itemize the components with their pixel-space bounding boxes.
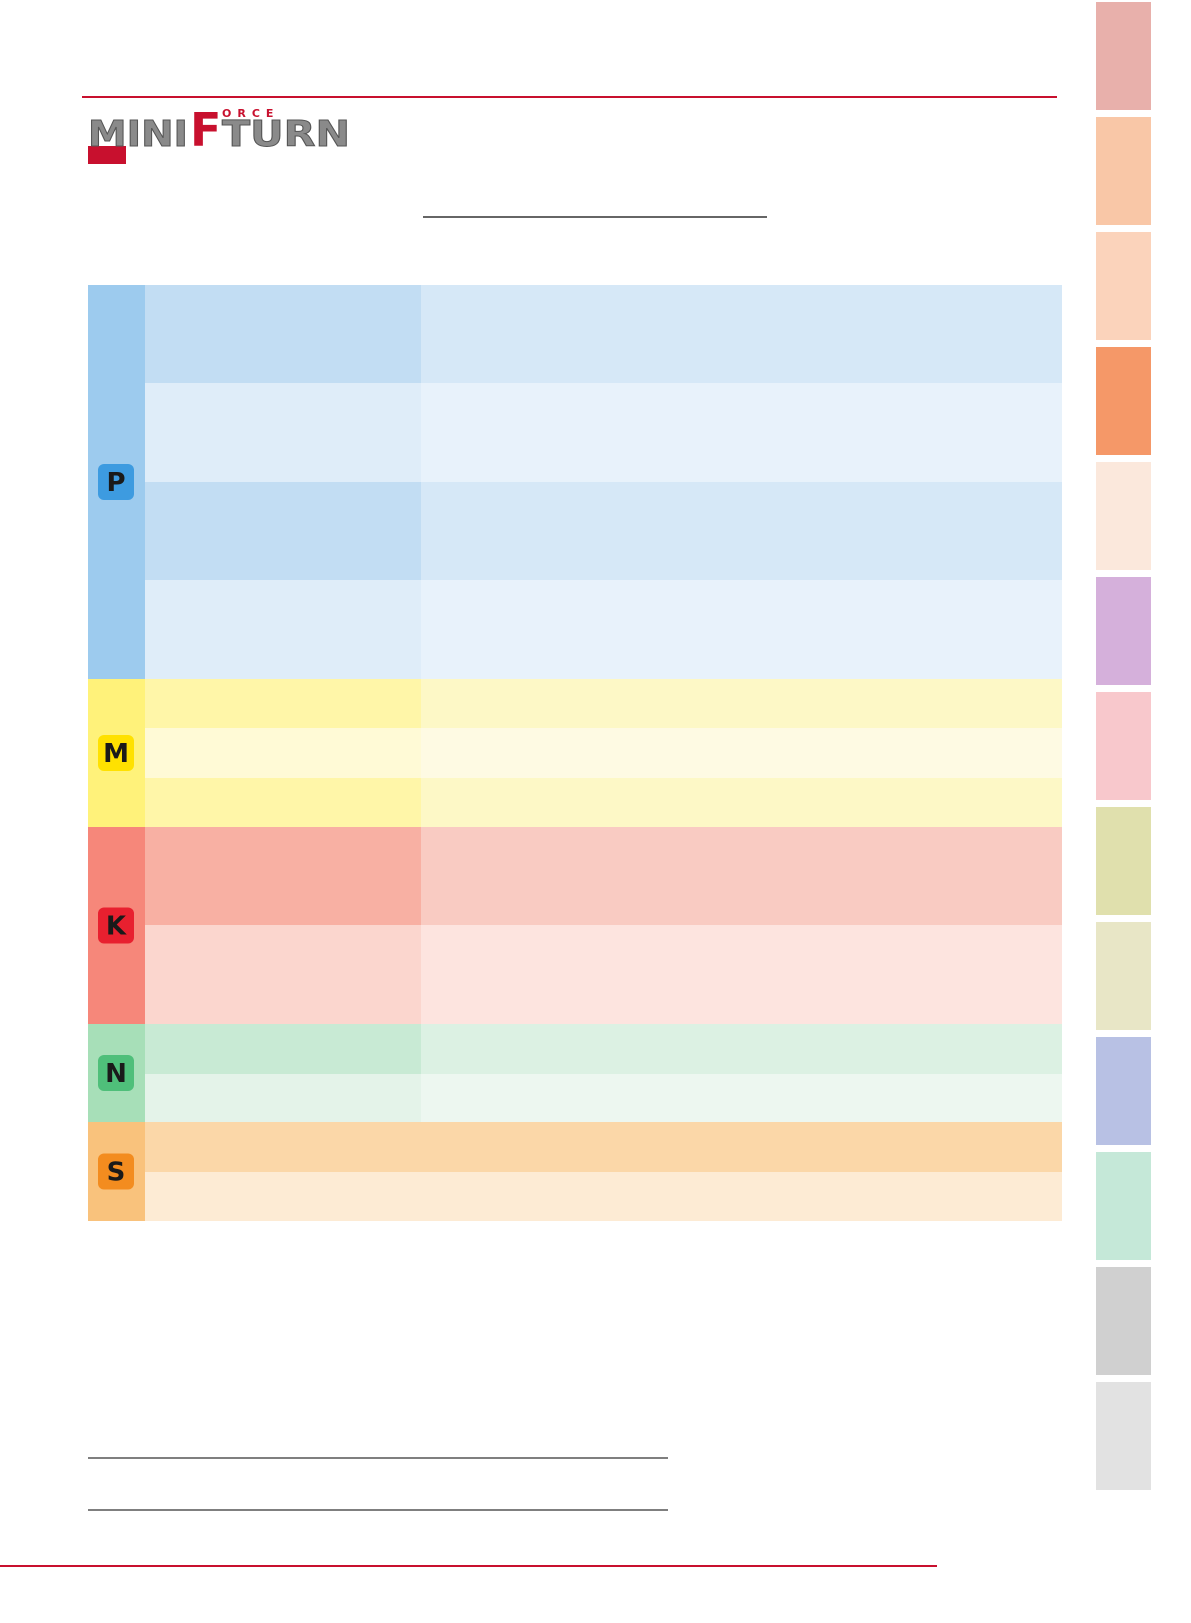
table-cell <box>421 1024 1062 1074</box>
table-cell <box>145 1024 421 1074</box>
section-tab[interactable] <box>1096 1152 1151 1260</box>
group-letter: K <box>106 912 127 942</box>
footer-rule <box>0 1565 937 1567</box>
table-cell <box>145 728 421 778</box>
table-cell <box>421 285 1062 383</box>
group-badge <box>98 1153 134 1190</box>
logo-orce: ORCE <box>222 107 279 120</box>
group-letter: N <box>105 1059 127 1089</box>
section-tab[interactable] <box>1096 1382 1151 1490</box>
table-cell <box>421 827 1062 925</box>
group-badge <box>98 464 134 500</box>
group-badge <box>98 735 134 771</box>
section-tab[interactable] <box>1096 347 1151 455</box>
section-tab[interactable] <box>1096 807 1151 915</box>
table-cell <box>145 383 421 482</box>
side-tabs <box>1096 2 1151 1490</box>
section-tab[interactable] <box>1096 232 1151 340</box>
group-badge <box>98 907 134 944</box>
table-cell <box>145 1074 421 1122</box>
section-tab[interactable] <box>1096 1037 1151 1145</box>
section-tab[interactable] <box>1096 117 1151 225</box>
header-rule <box>82 96 1057 98</box>
material-table: P M K N S <box>88 285 1062 1221</box>
table-cell <box>421 679 1062 728</box>
group-letter: P <box>106 468 125 498</box>
table-cell <box>145 580 421 679</box>
group-badge <box>98 1055 134 1091</box>
table-cell <box>145 1122 1062 1172</box>
table-cell <box>145 1172 1062 1221</box>
table-cell <box>421 778 1062 827</box>
table-cell <box>145 482 421 580</box>
logo: MINI F ORCE TURN <box>88 103 351 164</box>
logo-f: F <box>190 103 221 157</box>
table-cell <box>421 482 1062 580</box>
section-tab[interactable] <box>1096 922 1151 1030</box>
group-letter: S <box>107 1158 126 1188</box>
logo-turn: TURN <box>222 114 350 155</box>
section-tab[interactable] <box>1096 692 1151 800</box>
table-cell <box>145 778 421 827</box>
table-cell <box>421 728 1062 778</box>
table-cell <box>145 827 421 925</box>
table-cell <box>145 285 421 383</box>
table-cell <box>421 383 1062 482</box>
section-tab[interactable] <box>1096 577 1151 685</box>
table-cell <box>421 1074 1062 1122</box>
section-tab[interactable] <box>1096 2 1151 110</box>
table-cell <box>145 679 421 728</box>
group-letter: M <box>103 739 129 769</box>
table-cell <box>145 925 421 1024</box>
table-cell <box>421 925 1062 1024</box>
table-cell <box>421 580 1062 679</box>
logo-block <box>88 146 126 164</box>
logo-mini: MINI <box>88 114 188 155</box>
section-tab[interactable] <box>1096 1267 1151 1375</box>
section-tab[interactable] <box>1096 462 1151 570</box>
